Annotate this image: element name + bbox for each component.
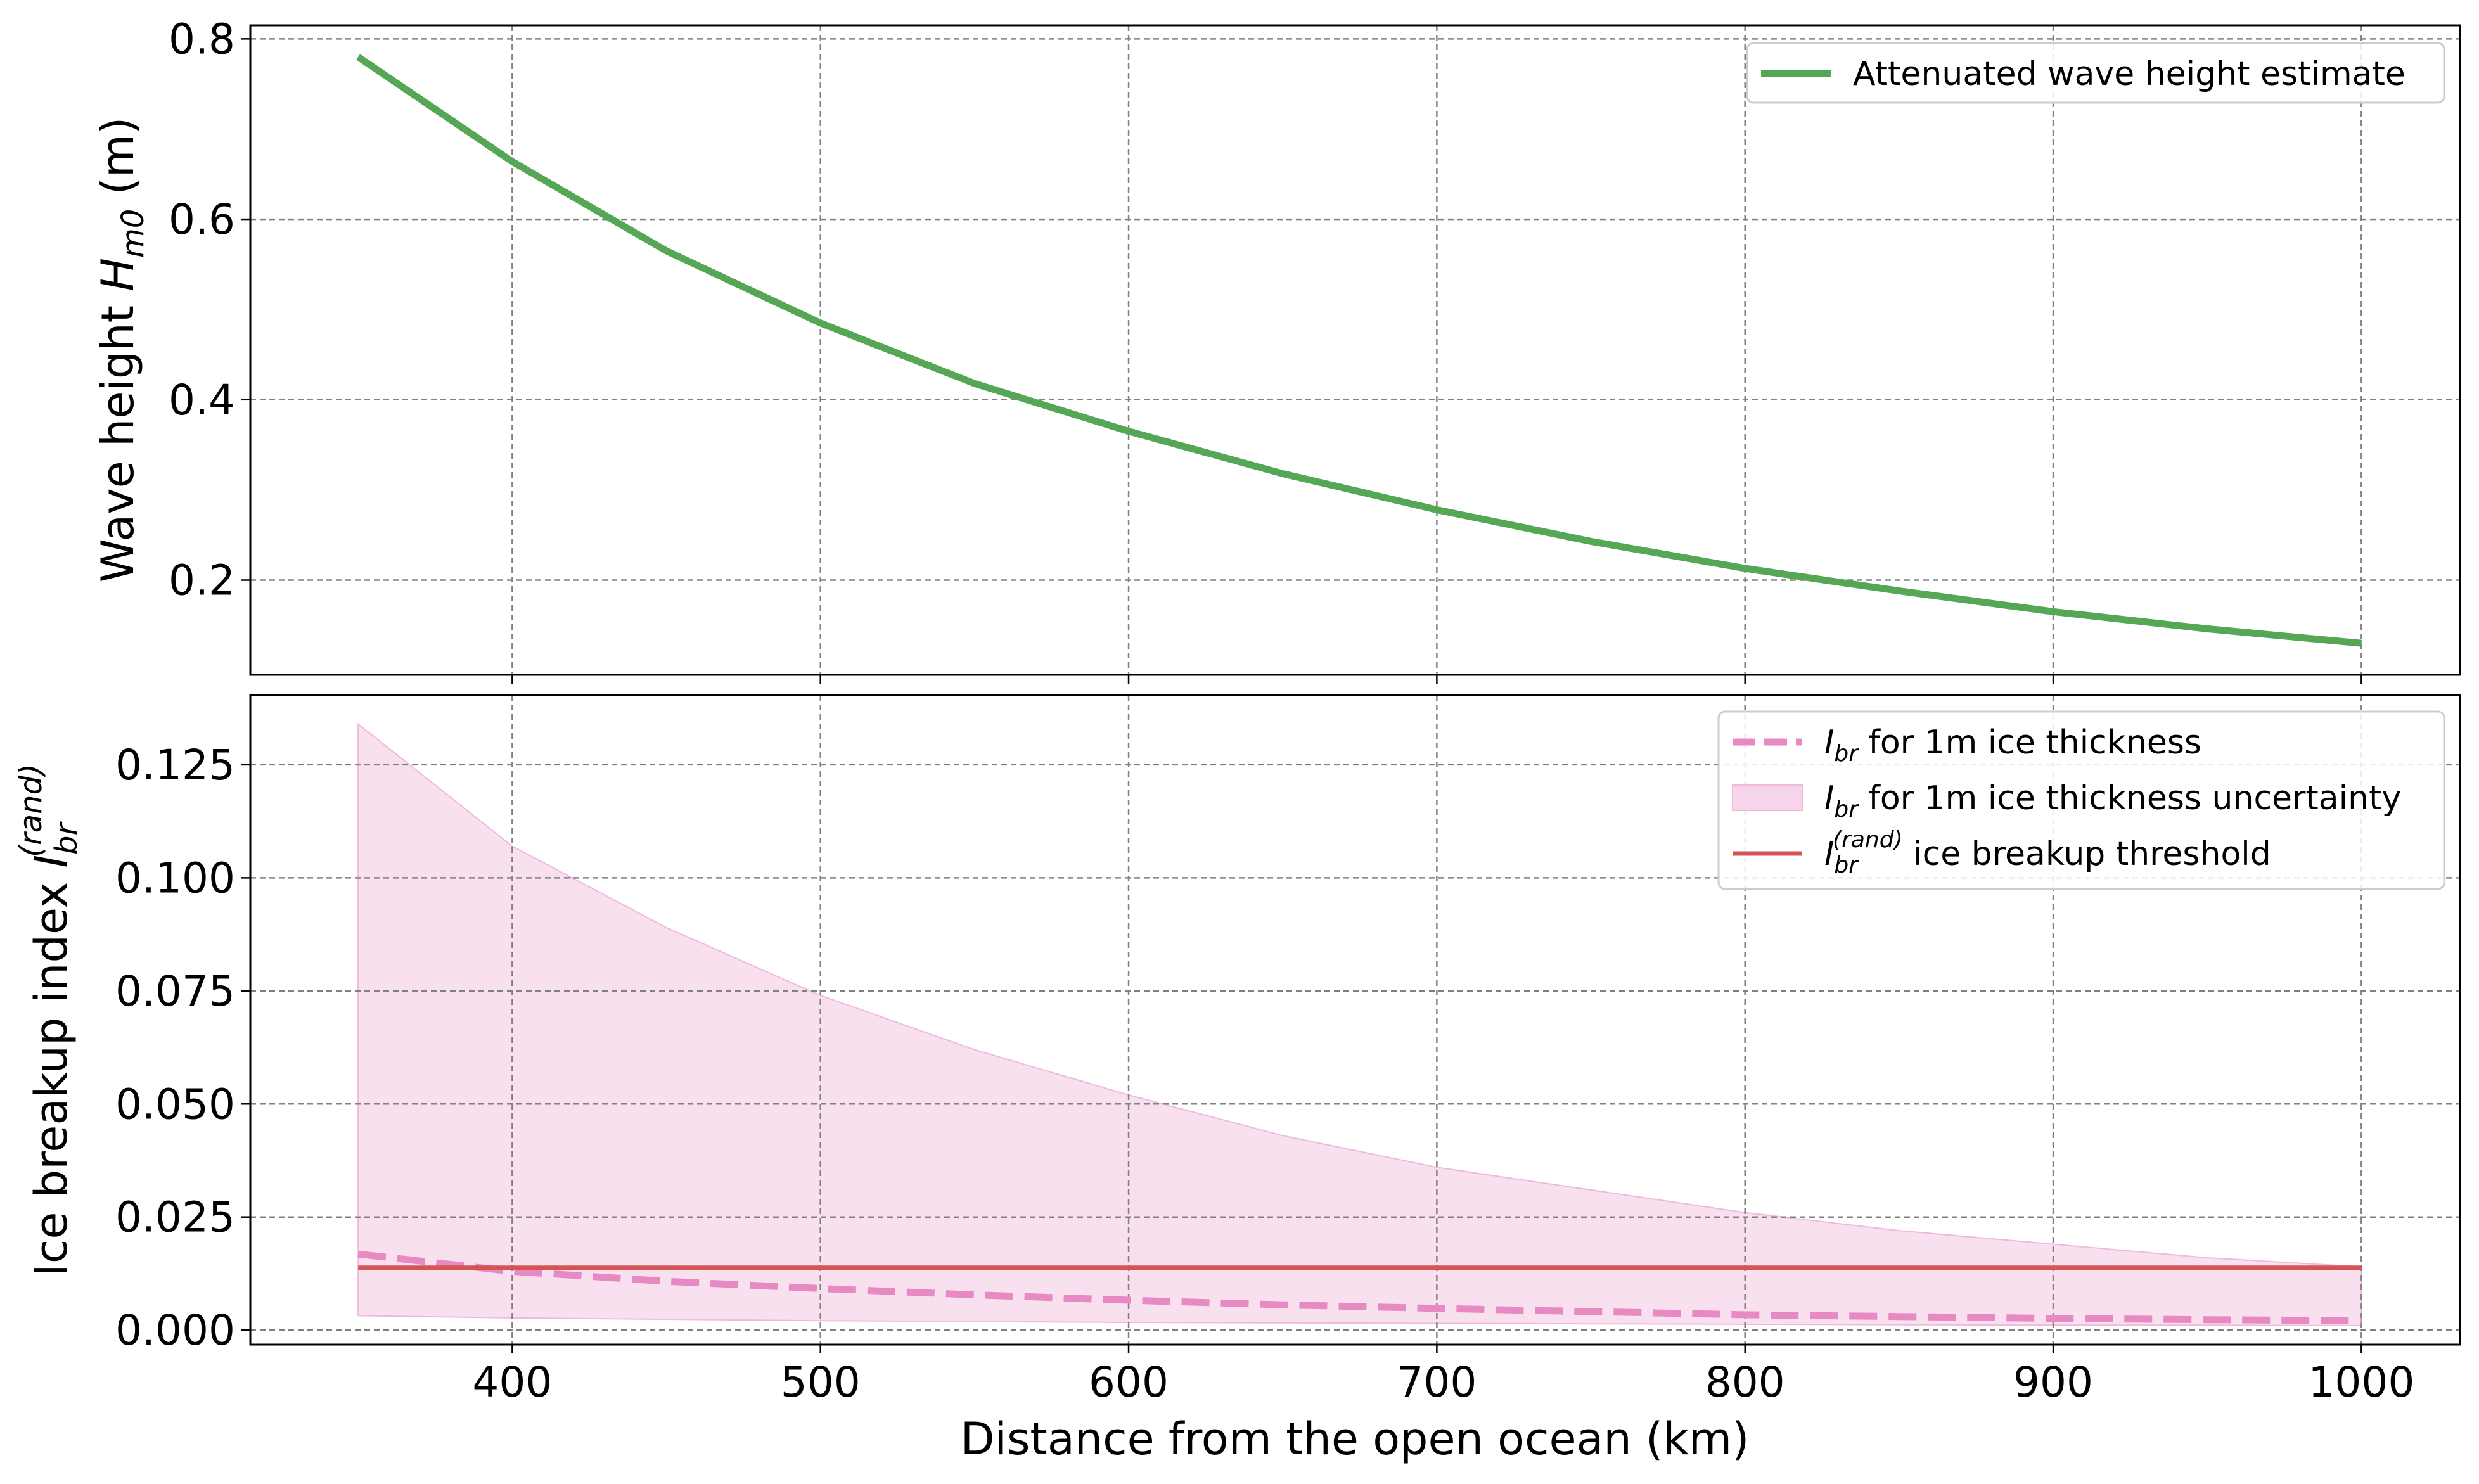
wave-height-legend: Attenuated wave height estimate <box>1746 42 2445 104</box>
y-tick-label: 0.2 <box>169 556 235 605</box>
x-tick-label: 600 <box>1089 1358 1169 1407</box>
ice-breakup-y-axis-label: Ice breakup index Ibr(rand) <box>13 764 84 1277</box>
ice-breakup-axes-frame <box>249 694 2461 1346</box>
y-tick-label: 0.4 <box>169 376 235 425</box>
x-tick-label: 700 <box>1397 1358 1477 1407</box>
series-layer <box>357 1250 2362 1324</box>
x-axis-label: Distance from the open ocean (km) <box>961 1413 1750 1465</box>
x-tick-label: 500 <box>781 1358 861 1407</box>
legend-label: Ibr(rand) ice breakup threshold <box>1824 827 2271 878</box>
ibr-dashed-line <box>357 1250 2362 1324</box>
legend-label: Attenuated wave height estimate <box>1853 55 2405 93</box>
x-tick-label: 1000 <box>2308 1358 2414 1407</box>
grid-layer <box>250 695 2460 1345</box>
y-tick-label: 0.6 <box>169 195 235 244</box>
grid-layer <box>250 25 2460 675</box>
wave-height-panel: 0.2 0.4 0.6 0.8 Attenuated wave height esti… <box>92 15 2461 684</box>
wave-height-line <box>356 54 2362 647</box>
y-tick-label: 0.125 <box>115 741 235 790</box>
y-tick-label: 0.000 <box>115 1306 235 1355</box>
x-tick-label: 900 <box>2013 1358 2093 1407</box>
tick-layer: 0.2 0.4 0.6 0.8 <box>169 15 2362 684</box>
legend-label: Ibr for 1m ice thickness <box>1824 724 2201 767</box>
tick-layer: 400 500 600 700 800 900 1000 0.000 0.025 0.050 0.0… <box>115 741 2414 1407</box>
legend-swatch <box>1732 784 1803 811</box>
y-tick-label: 0.100 <box>115 854 235 902</box>
ice-breakup-panel: 400 500 600 700 800 900 1000 0.000 0.025 0.050 0.0… <box>13 694 2461 1465</box>
y-tick-label: 0.025 <box>115 1193 235 1242</box>
y-tick-label: 0.050 <box>115 1080 235 1129</box>
x-tick-label: 800 <box>1705 1358 1785 1407</box>
legend-box <box>1746 42 2445 104</box>
series-layer <box>356 54 2362 647</box>
wave-height-axes-frame <box>249 24 2461 676</box>
y-tick-label: 0.075 <box>115 967 235 1016</box>
legend-label: Ibr for 1m ice thickness uncertainty <box>1824 779 2401 822</box>
wave-height-y-axis-label: Wave height Hm0 (m) <box>92 117 151 583</box>
ice-breakup-legend: Ibr for 1m ice thickness Ibr for 1m ice t… <box>1717 710 2445 890</box>
x-tick-label: 400 <box>472 1358 552 1407</box>
y-tick-label: 0.8 <box>169 15 235 63</box>
legend-box <box>1717 710 2445 890</box>
